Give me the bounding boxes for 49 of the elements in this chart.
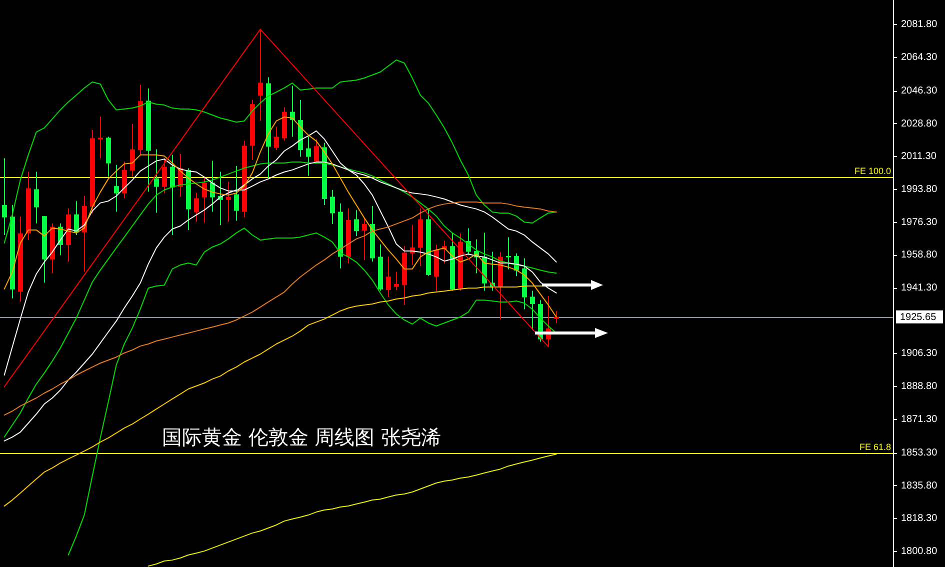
y-tick-label: 1800.80	[901, 546, 938, 557]
y-tick-label: 1958.80	[901, 249, 938, 260]
y-tick-label: 2081.80	[901, 18, 938, 30]
candlestick	[386, 256, 391, 298]
y-tick-label: 1853.30	[901, 447, 938, 458]
candlestick	[306, 136, 311, 176]
candlestick	[554, 310, 559, 324]
line-series	[68, 228, 557, 556]
y-tick-label: 1941.30	[901, 282, 938, 294]
line-series	[4, 60, 557, 244]
candlestick	[226, 181, 231, 222]
ref-line-label: 1925.65	[900, 311, 937, 322]
candlestick	[394, 271, 399, 290]
candlestick	[354, 210, 359, 236]
ref-line-label: FE 100.0	[854, 166, 891, 176]
ref-line-label: FE 61.8	[859, 442, 891, 452]
candlestick	[202, 176, 207, 224]
y-tick-label: 2046.30	[901, 85, 938, 96]
y-tick-label: 1871.30	[901, 413, 938, 424]
y-tick-label: 1906.30	[901, 348, 938, 359]
candlestick	[130, 123, 135, 178]
candlestick	[122, 161, 127, 199]
candlestick	[194, 192, 199, 222]
candlestick	[330, 190, 335, 224]
text: 国际黄金 伦敦金 周线图 张尧浠	[162, 425, 442, 449]
candlestick	[170, 154, 175, 236]
line-series	[4, 202, 557, 416]
candlestick	[34, 171, 39, 224]
candlestick	[274, 126, 279, 151]
y-tick-label: 1818.30	[901, 512, 938, 524]
y-tick-label: 2064.30	[901, 51, 938, 62]
candlestick	[234, 165, 239, 222]
y-tick-label: 1976.30	[901, 216, 938, 228]
y-tick-label: 2028.80	[901, 118, 938, 129]
candlestick	[210, 160, 215, 212]
candlestick	[362, 218, 367, 260]
y-tick-label: 2011.30	[901, 150, 937, 162]
candlestick	[162, 158, 167, 194]
candlestick	[154, 148, 159, 214]
candlestick	[114, 164, 119, 212]
y-tick-label: 1993.80	[901, 184, 938, 195]
candlestick	[2, 158, 7, 236]
line-series	[148, 454, 557, 567]
candlestick	[530, 290, 535, 331]
y-tick-label: 1835.80	[901, 480, 938, 491]
candlestick	[506, 236, 511, 270]
y-tick-label: 1888.80	[901, 380, 938, 392]
candlestick	[74, 200, 79, 236]
candlestick	[98, 116, 103, 159]
